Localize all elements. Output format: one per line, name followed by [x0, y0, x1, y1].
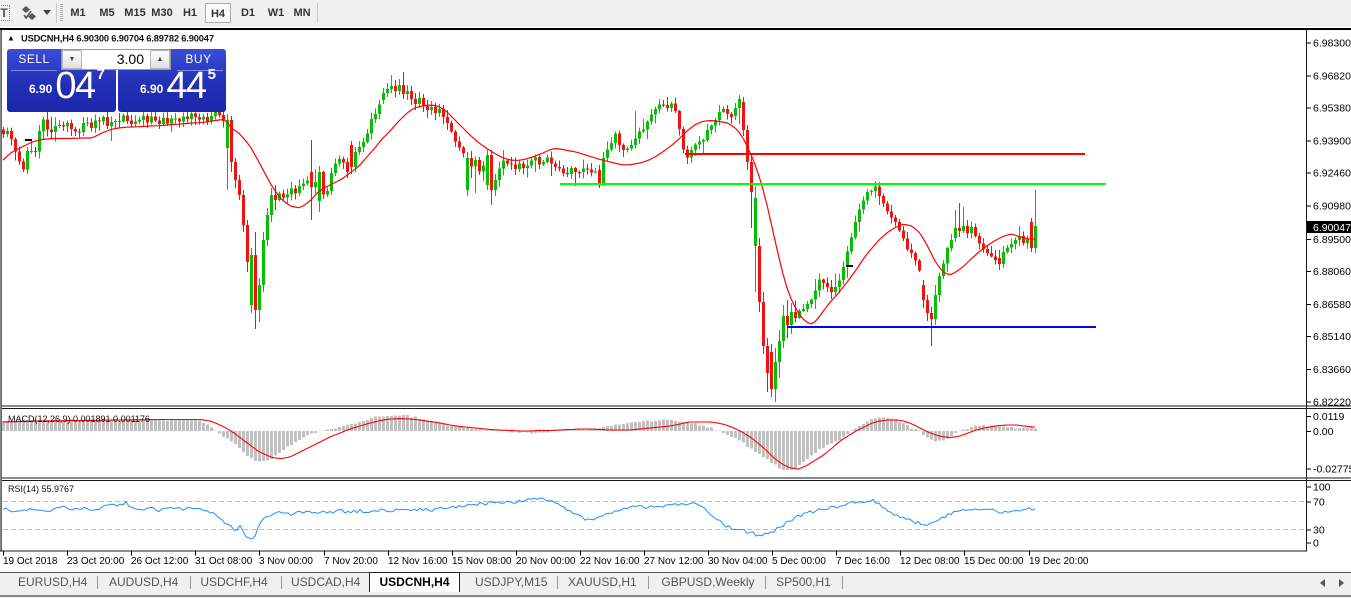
svg-text:RSI(14) 55.9767: RSI(14) 55.9767: [8, 484, 74, 494]
svg-text:6.96820: 6.96820: [1313, 70, 1351, 82]
svg-text:100: 100: [1313, 482, 1331, 494]
svg-text:6.98300: 6.98300: [1313, 37, 1351, 49]
svg-text:31 Oct 08:00: 31 Oct 08:00: [195, 556, 253, 567]
svg-text:6.92460: 6.92460: [1313, 168, 1351, 180]
svg-text:5 Dec 00:00: 5 Dec 00:00: [772, 556, 826, 567]
svg-text:0.00: 0.00: [1313, 426, 1334, 438]
svg-text:▲: ▲: [7, 34, 15, 43]
svg-text:15 Nov 08:00: 15 Nov 08:00: [452, 556, 512, 567]
svg-text:6.82220: 6.82220: [1313, 396, 1351, 408]
svg-text:30: 30: [1313, 524, 1325, 536]
svg-text:6.83660: 6.83660: [1313, 364, 1351, 376]
svg-text:3 Nov 00:00: 3 Nov 00:00: [259, 556, 313, 567]
svg-text:MACD(12,26,9) 0.001891 0.00117: MACD(12,26,9) 0.001891 0.001176: [8, 414, 150, 424]
svg-text:6.89500: 6.89500: [1313, 234, 1351, 246]
svg-text:26 Oct 12:00: 26 Oct 12:00: [131, 556, 189, 567]
svg-text:19 Oct 2018: 19 Oct 2018: [3, 556, 58, 567]
svg-text:30 Nov 04:00: 30 Nov 04:00: [708, 556, 768, 567]
svg-text:6.86580: 6.86580: [1313, 299, 1351, 311]
svg-text:22 Nov 16:00: 22 Nov 16:00: [580, 556, 640, 567]
svg-text:12 Dec 08:00: 12 Dec 08:00: [900, 556, 960, 567]
svg-text:70: 70: [1313, 497, 1325, 509]
svg-text:23 Oct 20:00: 23 Oct 20:00: [67, 556, 125, 567]
svg-text:19 Dec 20:00: 19 Dec 20:00: [1029, 556, 1089, 567]
svg-text:6.85140: 6.85140: [1313, 331, 1351, 343]
svg-text:20 Nov 00:00: 20 Nov 00:00: [516, 556, 576, 567]
svg-text:27 Nov 12:00: 27 Nov 12:00: [644, 556, 704, 567]
svg-text:6.93900: 6.93900: [1313, 136, 1351, 148]
svg-text:0.0119: 0.0119: [1313, 411, 1344, 423]
svg-text:12 Nov 16:00: 12 Nov 16:00: [388, 556, 448, 567]
svg-text:7 Dec 16:00: 7 Dec 16:00: [836, 556, 890, 567]
svg-text:-0.027754: -0.027754: [1313, 463, 1351, 475]
svg-text:6.95380: 6.95380: [1313, 103, 1351, 115]
svg-text:USDCNH,H4 6.90300 6.90704 6.8: USDCNH,H4 6.90300 6.90704 6.89782 6.9004…: [21, 34, 214, 44]
svg-text:0: 0: [1313, 538, 1319, 550]
svg-text:7 Nov 20:00: 7 Nov 20:00: [324, 556, 378, 567]
svg-text:15 Dec 00:00: 15 Dec 00:00: [964, 556, 1024, 567]
svg-text:6.90980: 6.90980: [1313, 201, 1351, 213]
svg-text:6.90047: 6.90047: [1313, 222, 1351, 234]
svg-text:6.88060: 6.88060: [1313, 266, 1351, 278]
